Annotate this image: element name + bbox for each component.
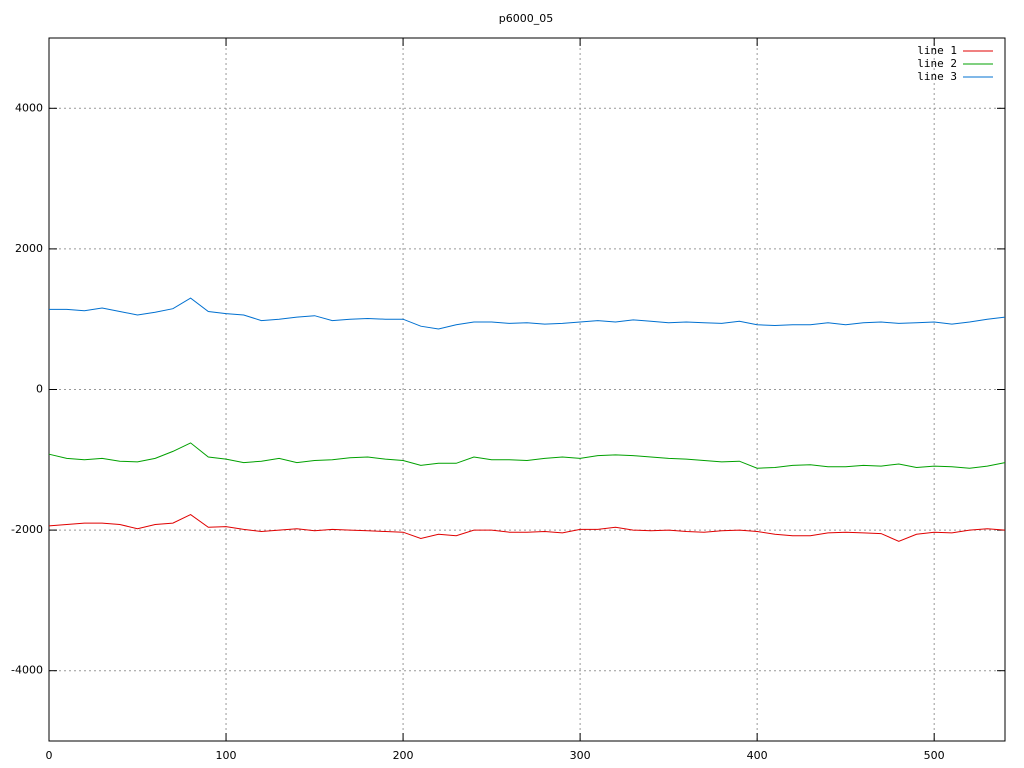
y-tick-label: 2000 [15,242,43,255]
x-tick-label: 200 [393,749,414,762]
data-line [48,442,1006,469]
data-line [48,514,1006,542]
x-tick-label: 400 [747,749,768,762]
y-tick-label: -2000 [11,523,43,536]
x-tick-label: 500 [924,749,945,762]
legend-label: line 1 [917,44,957,57]
data-line [49,297,1006,330]
x-tick-label: 300 [570,749,591,762]
plot-border [48,37,1006,742]
y-tick-label: 4000 [15,101,43,114]
chart-title: p6000_05 [499,12,553,25]
legend-label: line 3 [917,70,957,83]
y-tick-label: -4000 [11,664,43,677]
y-tick-label: 0 [36,383,43,396]
x-tick-label: 100 [216,749,237,762]
x-tick-label: 0 [46,749,53,762]
legend-label: line 2 [917,57,957,70]
